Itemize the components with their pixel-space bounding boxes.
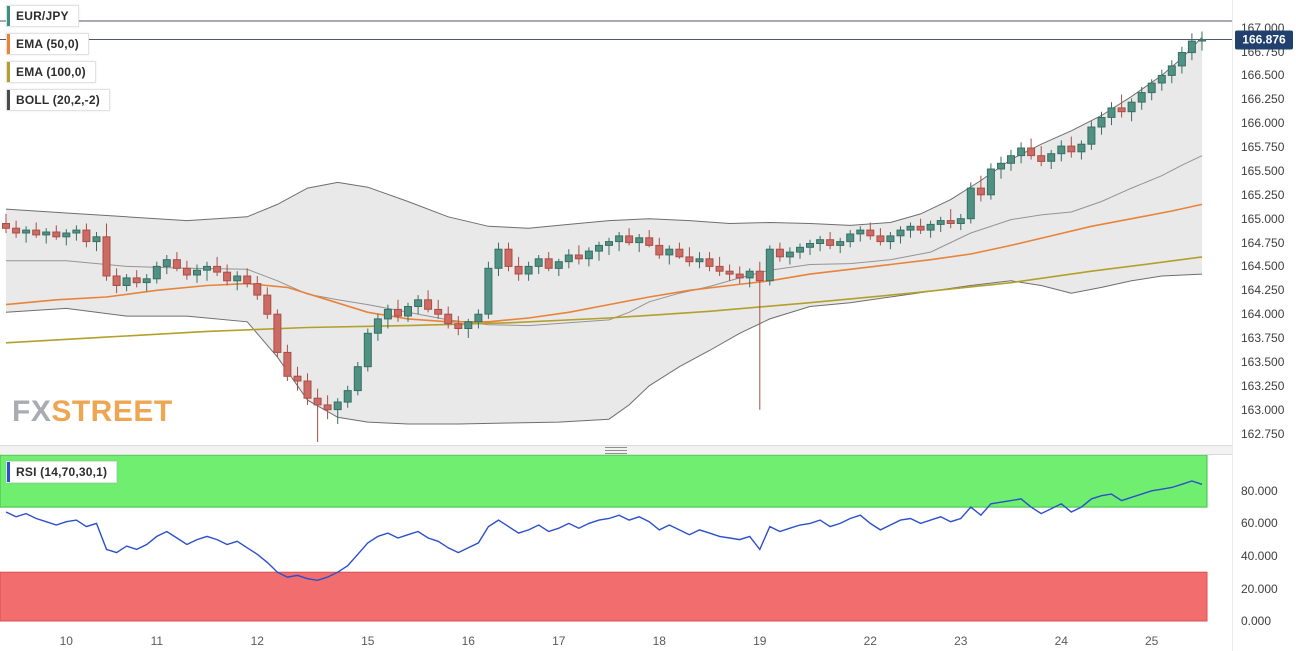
- rsi-color-swatch: [7, 462, 10, 482]
- date-axis[interactable]: 10 11 12 15 16 17 18 19 22 23 24 25: [0, 629, 1232, 651]
- date-tick: 19: [753, 634, 767, 648]
- date-tick: 25: [1145, 634, 1159, 648]
- date-tick: 23: [954, 634, 968, 648]
- rsi-axis-label: 60.000: [1241, 516, 1278, 531]
- legend-item-label: EUR/JPY: [16, 9, 69, 23]
- fxstreet-watermark: FXSTREET: [12, 395, 173, 429]
- price-axis-label: 163.250: [1241, 378, 1285, 393]
- price-axis-label: 163.000: [1241, 402, 1285, 417]
- legend-item-ema50[interactable]: EMA (50,0): [6, 33, 89, 55]
- price-axis-label: 163.500: [1241, 354, 1285, 369]
- price-axis-label: 166.000: [1241, 116, 1285, 131]
- date-tick: 22: [863, 634, 877, 648]
- rsi-axis-label: 40.000: [1241, 548, 1278, 563]
- rsi-axis-label: 20.000: [1241, 581, 1278, 596]
- watermark-street-text: STREET: [51, 395, 173, 428]
- last-price-badge: 166.876: [1235, 30, 1293, 49]
- price-axis-label: 165.750: [1241, 140, 1285, 155]
- watermark-fx-text: FX: [12, 395, 52, 428]
- price-axis-label: 164.000: [1241, 307, 1285, 322]
- date-tick: 11: [150, 634, 164, 648]
- legend-item-boll[interactable]: BOLL (20,2,-2): [6, 89, 110, 111]
- legend-item-symbol[interactable]: EUR/JPY: [6, 5, 79, 27]
- date-tick: 18: [652, 634, 666, 648]
- price-axis-label: 164.500: [1241, 259, 1285, 274]
- date-tick: 16: [461, 634, 475, 648]
- rsi-axis-label: 0.000: [1241, 614, 1272, 628]
- legend-item-label: EMA (100,0): [16, 65, 86, 79]
- rsi-legend-label: RSI (14,70,30,1): [16, 465, 108, 479]
- date-tick: 12: [250, 634, 264, 648]
- legend-color-swatch: [7, 34, 10, 54]
- rsi-panel: RSI (14,70,30,1): [0, 455, 1232, 629]
- date-tick: 15: [361, 634, 375, 648]
- price-chart-canvas[interactable]: [0, 0, 1232, 445]
- legend-item-ema100[interactable]: EMA (100,0): [6, 61, 96, 83]
- rsi-legend-chip[interactable]: RSI (14,70,30,1): [6, 461, 118, 483]
- legend-color-swatch: [7, 6, 10, 26]
- legend-color-swatch: [7, 90, 10, 110]
- price-axis-label: 162.750: [1241, 426, 1285, 441]
- rsi-axis-label: 80.000: [1241, 483, 1278, 498]
- price-axis-label: 165.250: [1241, 187, 1285, 202]
- divider-grip-icon[interactable]: [605, 447, 627, 454]
- date-tick: 17: [552, 634, 566, 648]
- legend: EUR/JPY EMA (50,0) EMA (100,0) BOLL (20,2,-…: [6, 5, 110, 111]
- price-axis-label: 165.000: [1241, 211, 1285, 226]
- price-axis-label: 165.500: [1241, 163, 1285, 178]
- price-chart-panel: EUR/JPY EMA (50,0) EMA (100,0) BOLL (20,2,-…: [0, 0, 1232, 445]
- panel-divider[interactable]: [0, 445, 1232, 455]
- price-axis-label: 166.500: [1241, 68, 1285, 83]
- legend-item-label: BOLL (20,2,-2): [16, 93, 100, 107]
- price-axis-column[interactable]: 166.876 167.000 166.750 166.500 166.250 166.…: [1232, 0, 1296, 651]
- price-axis-label: 166.250: [1241, 92, 1285, 107]
- date-tick: 24: [1054, 634, 1068, 648]
- legend-color-swatch: [7, 62, 10, 82]
- legend-item-label: EMA (50,0): [16, 37, 79, 51]
- price-axis-label: 164.250: [1241, 283, 1285, 298]
- date-tick: 10: [59, 634, 73, 648]
- rsi-chart-canvas[interactable]: [0, 455, 1232, 629]
- price-axis-label: 164.750: [1241, 235, 1285, 250]
- price-axis-label: 163.750: [1241, 331, 1285, 345]
